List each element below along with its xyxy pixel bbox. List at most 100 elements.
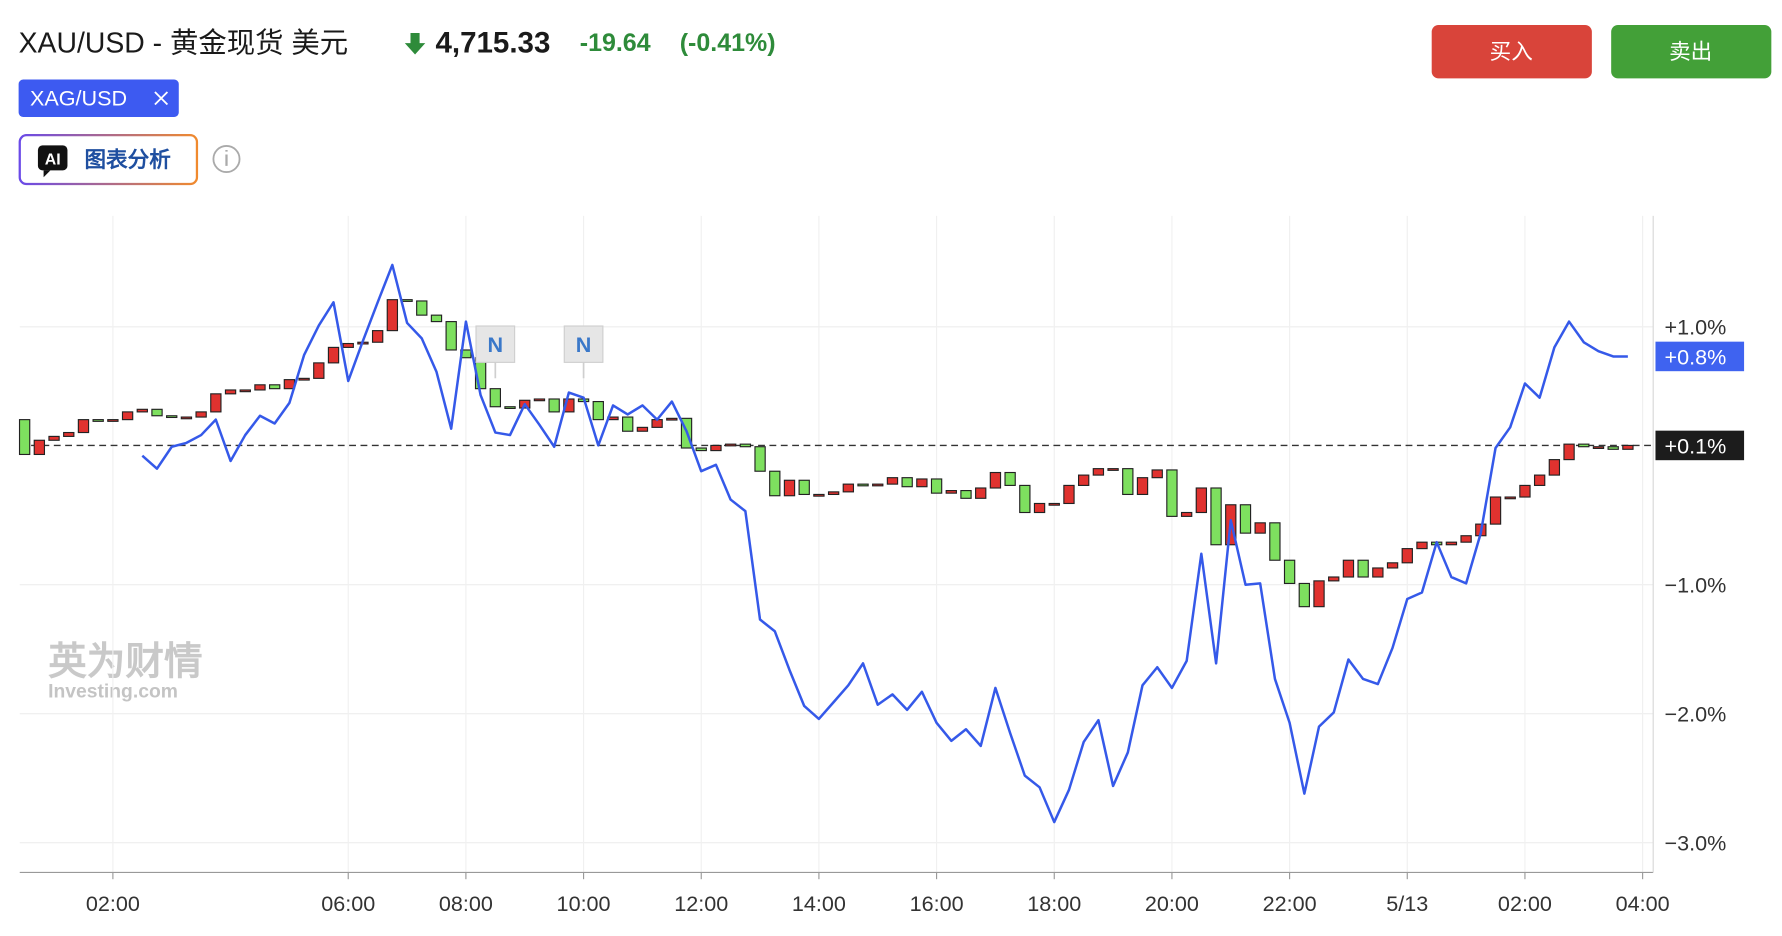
candle-body	[342, 342, 354, 348]
ai-analysis-button[interactable]: AI 图表分析	[18, 134, 199, 186]
candle-body	[1063, 484, 1075, 505]
candle-body	[1151, 469, 1163, 479]
x-tick-label: 10:00	[557, 891, 611, 916]
sell-button-label: 卖出	[1669, 39, 1712, 64]
y-tick-label: −1.0%	[1665, 573, 1727, 598]
x-tick-label: 22:00	[1263, 891, 1317, 916]
candle-body	[916, 478, 928, 488]
down-arrow-icon	[404, 32, 426, 55]
compare-chip[interactable]: XAG/USD	[18, 79, 179, 117]
candle-body	[313, 362, 325, 379]
ai-label: 图表分析	[84, 147, 171, 172]
candle-body	[1401, 548, 1413, 564]
x-tick-label: 5/13	[1386, 891, 1428, 916]
candle-body	[1416, 541, 1428, 550]
sell-button-bg	[1611, 24, 1772, 79]
candle-body	[224, 389, 237, 395]
candle-body	[842, 483, 855, 493]
candle-body	[1592, 446, 1605, 449]
candle-body	[1136, 477, 1149, 496]
candle-body	[989, 471, 1002, 489]
buy-button-bg	[1431, 24, 1592, 79]
candle-body	[710, 444, 722, 452]
candle-body	[813, 493, 825, 497]
y-tick-label: −3.0%	[1665, 831, 1727, 856]
candle-body	[1195, 487, 1208, 514]
chip-label: XAG/USD	[30, 86, 127, 111]
price-tag-label: +0.8%	[1665, 344, 1727, 369]
candle-body	[63, 431, 75, 437]
ai-badge-tail	[43, 170, 51, 178]
annotation-label: N	[488, 332, 504, 357]
candle-body	[636, 426, 649, 432]
candle-body	[269, 384, 281, 390]
candle-body	[945, 490, 957, 494]
candle-body	[166, 415, 178, 419]
annotation-marker[interactable]	[475, 325, 516, 363]
candle-body	[769, 470, 781, 497]
candle-body	[1328, 576, 1340, 582]
annotation-marker[interactable]	[563, 325, 604, 363]
y-tick-label: −2.0%	[1665, 702, 1727, 727]
candle-body	[1122, 468, 1134, 496]
info-icon[interactable]	[212, 145, 241, 174]
price-tag-label: +0.1%	[1665, 433, 1727, 458]
candle-body	[430, 314, 443, 323]
candle-body	[489, 388, 501, 408]
watermark-title: 英为财情	[48, 641, 202, 684]
candle-body	[783, 479, 796, 497]
candle-body	[886, 477, 899, 485]
candle-body	[754, 446, 766, 472]
buy-button[interactable]: 买入	[1431, 24, 1592, 79]
buy-button-label: 买入	[1490, 39, 1533, 64]
x-tick-label: 16:00	[910, 891, 964, 916]
candle-body	[1445, 541, 1458, 546]
price-tag	[1655, 341, 1745, 372]
candle-body	[857, 483, 869, 487]
price-change-pct: (-0.41%)	[680, 29, 776, 57]
chip-close-icon[interactable]	[154, 91, 169, 106]
candle-body	[622, 416, 634, 432]
candle-body	[1533, 474, 1546, 486]
candle-body	[930, 478, 943, 494]
candle-body	[445, 321, 457, 351]
candle-body	[975, 487, 987, 499]
candle-body	[1210, 487, 1222, 546]
candle-body	[1283, 559, 1296, 585]
x-tick-label: 08:00	[439, 891, 493, 916]
candle-body	[1004, 471, 1016, 486]
candle-body	[107, 419, 119, 422]
candle-body	[1519, 484, 1531, 498]
candle-body	[1254, 522, 1266, 534]
candle-body	[1578, 443, 1590, 448]
sell-button[interactable]: 卖出	[1611, 24, 1772, 79]
candle-body	[92, 419, 104, 422]
chip-bg	[18, 79, 179, 117]
candle-body	[1166, 469, 1178, 517]
candle-body	[739, 443, 752, 448]
x-tick-label: 20:00	[1145, 891, 1199, 916]
candle-body	[1342, 559, 1355, 578]
candle-body	[1092, 468, 1105, 476]
candle-body	[1239, 504, 1252, 534]
candle-body	[386, 299, 399, 332]
candle-body	[592, 401, 604, 421]
x-tick-label: 02:00	[1498, 891, 1552, 916]
candle-body	[371, 330, 384, 343]
candle-body	[1313, 580, 1325, 608]
candle-body	[401, 299, 413, 302]
candle-body	[724, 443, 737, 447]
candle-body	[210, 393, 222, 413]
candle-body	[327, 346, 340, 364]
candle-body	[548, 398, 560, 413]
candle-body	[77, 419, 90, 434]
x-tick-label: 18:00	[1027, 891, 1081, 916]
candle-body	[18, 419, 31, 456]
candle-body	[960, 490, 972, 499]
price: 4,715.33	[435, 26, 550, 59]
candle-body	[563, 398, 575, 413]
candle-body	[1107, 468, 1119, 471]
candle-body	[48, 435, 60, 441]
x-tick-label: 12:00	[674, 891, 728, 916]
